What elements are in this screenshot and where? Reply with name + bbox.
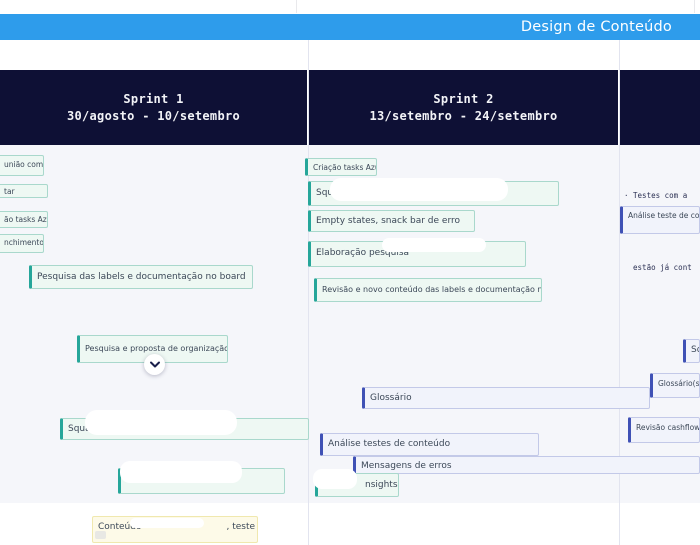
task-card-revisao-cashflow[interactable]: Revisão cashflow(in [628, 417, 700, 443]
column-divider [619, 40, 620, 545]
task-card-tar[interactable]: tar [0, 184, 48, 198]
task-label: Pesquisa e proposta de organização [85, 344, 228, 353]
task-label: nchimento [4, 238, 44, 247]
task-card-reuniao[interactable]: união com [0, 155, 44, 176]
note-line: · Testes com a [624, 191, 688, 200]
redaction [85, 410, 237, 435]
task-label: Criação tasks Azure [313, 163, 376, 172]
task-label: , teste [226, 522, 256, 532]
task-label: ão tasks Azure [4, 215, 47, 224]
sprint1-name: Sprint 1 [123, 91, 184, 106]
sprint3-header [620, 70, 700, 145]
task-label: Mensagens de erros [361, 461, 452, 471]
task-label: Análise testes de conteúdo [328, 439, 451, 449]
task-card-analise-teste-conteudo[interactable]: Análise teste de conte [620, 206, 700, 234]
task-label: Revisão e novo conteúdo das labels e doc… [322, 285, 542, 294]
sprint2-name: Sprint 2 [433, 91, 494, 106]
column-divider [308, 40, 309, 545]
task-card-criacao-tasks-azure[interactable]: Criação tasks Azure [305, 158, 377, 176]
task-label: Squ [691, 345, 699, 355]
task-card-glossario-seg[interactable]: Glossário(seg [650, 373, 700, 398]
redaction [313, 469, 357, 489]
task-card-analise-testes[interactable]: Análise testes de conteúdo [320, 433, 539, 456]
task-label: nsights [365, 480, 398, 490]
task-card-conteudo-teste[interactable]: Conteúdo , teste [92, 516, 258, 543]
redaction [130, 518, 204, 528]
task-label: Squad [68, 424, 97, 434]
sprint1-dates: 30/agosto - 10/setembro [66, 108, 241, 123]
task-label: Revisão cashflow(in [636, 423, 700, 432]
redaction [382, 238, 486, 252]
task-card-empty-states[interactable]: Empty states, snack bar de erro [308, 210, 475, 232]
sprint2-dates: 13/setembro - 24/setembro [369, 108, 558, 123]
task-label: união com [4, 160, 44, 169]
task-card-mensagens-erros[interactable]: Mensagens de erros [353, 456, 700, 474]
sprint2-header: Sprint 2 13/setembro - 24/setembro [309, 70, 618, 145]
task-label: Glossário(seg [658, 379, 700, 388]
task-label: Conteúdo [98, 522, 142, 532]
sprint1-header: Sprint 1 30/agosto - 10/setembro [0, 70, 307, 145]
redaction [120, 461, 242, 483]
board-title-bar: Design de Conteúdo [0, 14, 700, 40]
redaction [95, 531, 106, 539]
task-label: Pesquisa das labels e documentação no bo… [37, 272, 246, 282]
task-card-tasks-azure-s1[interactable]: ão tasks Azure [0, 211, 48, 228]
grid-line [694, 0, 695, 13]
task-card-squad-s3[interactable]: Squ [683, 339, 700, 363]
expand-card-button[interactable] [144, 354, 165, 375]
redaction [330, 178, 508, 201]
task-label: Elaboração pesquisa [316, 248, 410, 258]
board-title: Design de Conteúdo [520, 19, 672, 35]
task-label: Análise teste de conte [628, 211, 700, 220]
chevron-down-icon [149, 361, 160, 367]
task-label: Glossário [370, 393, 412, 403]
task-card-revisao-labels[interactable]: Revisão e novo conteúdo das labels e doc… [314, 278, 542, 302]
task-label: tar [4, 187, 15, 196]
note-line: estão já cont [624, 263, 692, 272]
grid-line [296, 0, 297, 13]
task-card-glossario[interactable]: Glossário [362, 387, 650, 409]
task-card-preenchimento[interactable]: nchimento [0, 234, 44, 253]
task-card-pesquisa-labels[interactable]: Pesquisa das labels e documentação no bo… [29, 265, 253, 289]
task-label: Empty states, snack bar de erro [316, 216, 461, 226]
